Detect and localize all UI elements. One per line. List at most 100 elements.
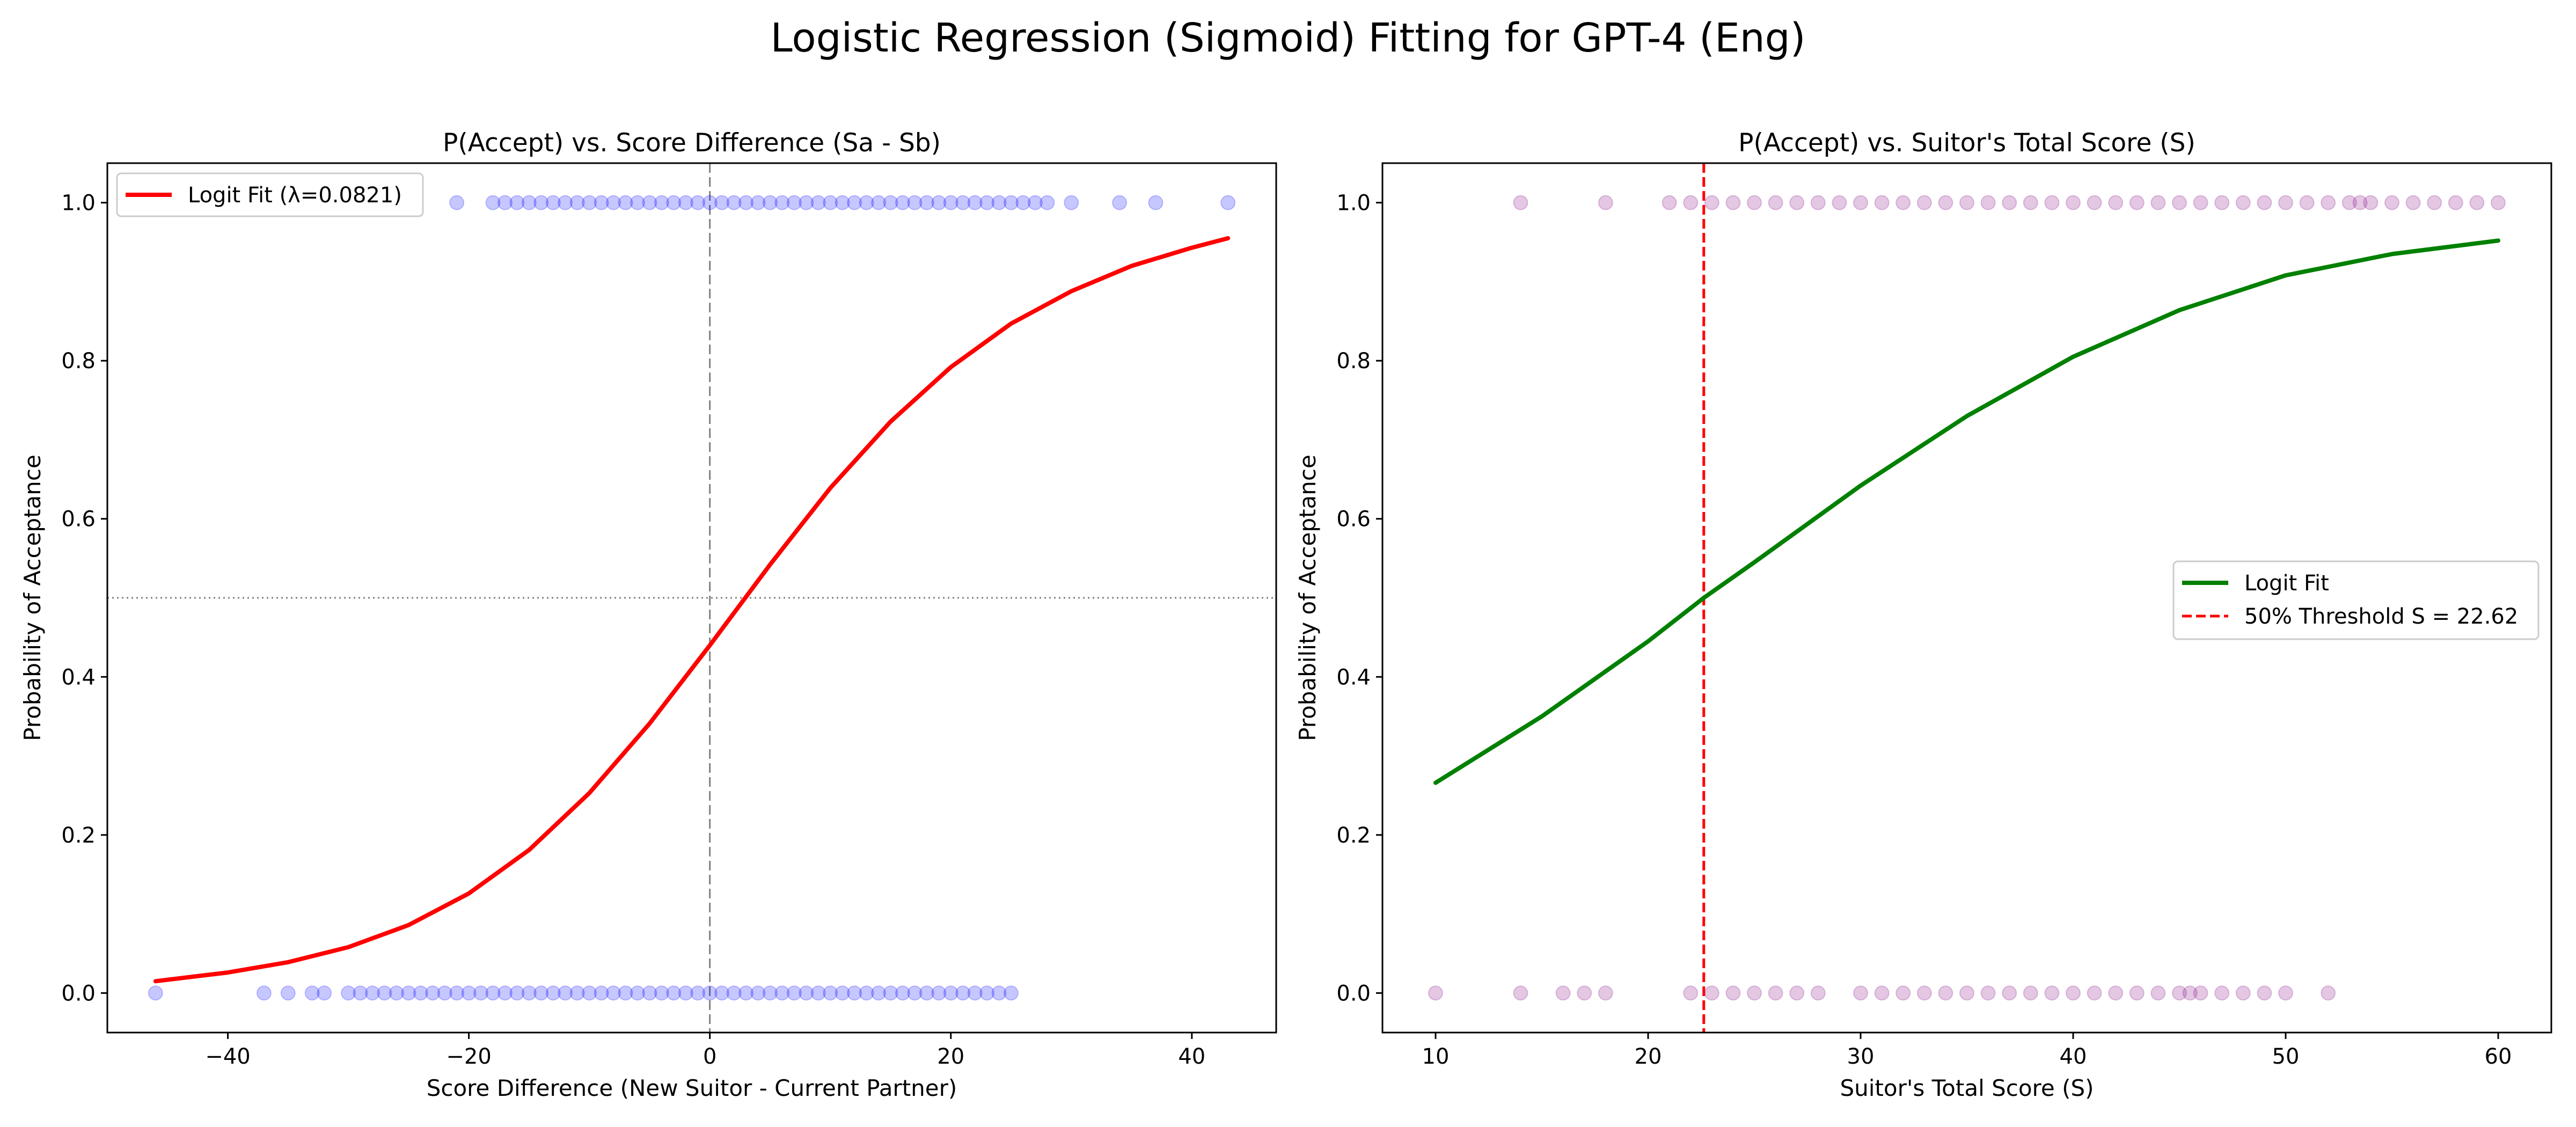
accepted-point [943, 195, 958, 210]
rejected-point [2235, 985, 2251, 1001]
y-axis-label: Probability of Acceptance [1294, 455, 1321, 741]
accepted-point [823, 195, 838, 210]
accepted-point [545, 195, 561, 210]
rejected-point [353, 985, 368, 1001]
accepted-point [859, 195, 874, 210]
rejected-point [738, 985, 754, 1001]
accepted-point [2448, 195, 2463, 210]
legend-label: 50% Threshold S = 22.62 [2244, 604, 2518, 629]
rejected-point [280, 985, 296, 1001]
accepted-point [2193, 195, 2208, 210]
accepted-point [1874, 195, 1890, 210]
rejected-point [2023, 985, 2038, 1001]
chart-panel-1: P(Accept) vs. Score Difference (Sa - Sb)… [19, 128, 1277, 1101]
rejected-point [955, 985, 971, 1001]
accepted-point [774, 195, 790, 210]
rejected-point [1747, 985, 1762, 1001]
accepted-point [2491, 195, 2506, 210]
accepted-point [1747, 195, 1762, 210]
rejected-point [533, 985, 549, 1001]
rejected-point [389, 985, 404, 1001]
rejected-point [895, 985, 910, 1001]
accepted-point [1768, 195, 1783, 210]
accepted-point [1789, 195, 1805, 210]
rejected-point [1896, 985, 1911, 1001]
accepted-point [594, 195, 609, 210]
rejected-point [931, 985, 947, 1001]
plot-area [107, 163, 1276, 1033]
rejected-point [148, 985, 163, 1001]
accepted-point [955, 195, 971, 210]
accepted-point [1980, 195, 1996, 210]
rejected-point [594, 985, 609, 1001]
accepted-point [2235, 195, 2251, 210]
rejected-point [582, 985, 597, 1001]
accepted-point [1598, 195, 1613, 210]
rejected-point [1513, 985, 1528, 1001]
accepted-point [2129, 195, 2145, 210]
rejected-point [1916, 985, 1932, 1001]
rejected-point [1768, 985, 1783, 1001]
accepted-point [991, 195, 1007, 210]
accepted-point [1513, 195, 1528, 210]
y-tick-label: 0.8 [1336, 349, 1371, 374]
rejected-point [859, 985, 874, 1001]
accepted-point [1916, 195, 1932, 210]
accepted-point [895, 195, 910, 210]
axes-frame [106, 162, 1277, 1034]
y-tick-label: 0.0 [1336, 981, 1371, 1006]
rejected-point [485, 985, 501, 1001]
accepted-point [1220, 195, 1236, 210]
rejected-point [401, 985, 416, 1001]
x-tick-label: 20 [1635, 1044, 1662, 1069]
rejected-point [2257, 985, 2272, 1001]
rejected-point [2044, 985, 2060, 1001]
rejected-point [919, 985, 934, 1001]
rejected-point [2066, 985, 2081, 1001]
accepted-point [2299, 195, 2315, 210]
rejected-point [2193, 985, 2208, 1001]
rejected-point [437, 985, 452, 1001]
accepted-point [979, 195, 995, 210]
accepted-point [799, 195, 814, 210]
x-tick-label: 20 [937, 1044, 964, 1069]
rejected-point [678, 985, 693, 1001]
x-tick-label: −40 [205, 1044, 250, 1069]
accepted-point [2321, 195, 2336, 210]
accepted-point [1853, 195, 1868, 210]
rejected-point [1577, 985, 1592, 1001]
accepted-point [2384, 195, 2399, 210]
accepted-point [2278, 195, 2293, 210]
rejected-point [654, 985, 669, 1001]
rejected-point [967, 985, 983, 1001]
accepted-point [569, 195, 585, 210]
x-tick-label: 0 [703, 1044, 716, 1069]
rejected-point [2214, 985, 2230, 1001]
y-tick-label: 1.0 [1336, 191, 1371, 216]
accepted-point [1004, 195, 1019, 210]
accepted-point [762, 195, 778, 210]
accepted-point [1148, 195, 1163, 210]
accepted-point [690, 195, 706, 210]
accepted-point [2108, 195, 2124, 210]
accepted-point [786, 195, 802, 210]
accepted-point [2002, 195, 2017, 210]
x-axis-label: Score Difference (New Suitor - Current P… [427, 1075, 957, 1101]
rejected-point [2182, 985, 2198, 1001]
rejected-point [883, 985, 898, 1001]
legend-box [2172, 560, 2540, 640]
accepted-point [2257, 195, 2272, 210]
rejected-point [823, 985, 838, 1001]
accepted-point [738, 195, 754, 210]
accepted-point [835, 195, 850, 210]
accepted-point [2087, 195, 2102, 210]
rejected-point [497, 985, 513, 1001]
accepted-point [630, 195, 645, 210]
logit-fit-line [1433, 238, 2500, 785]
rejected-point [341, 985, 356, 1001]
accepted-point [2469, 195, 2485, 210]
accepted-point [907, 195, 923, 210]
rejected-point [509, 985, 525, 1001]
rejected-point [618, 985, 633, 1001]
y-tick-label: 0.2 [61, 823, 96, 848]
